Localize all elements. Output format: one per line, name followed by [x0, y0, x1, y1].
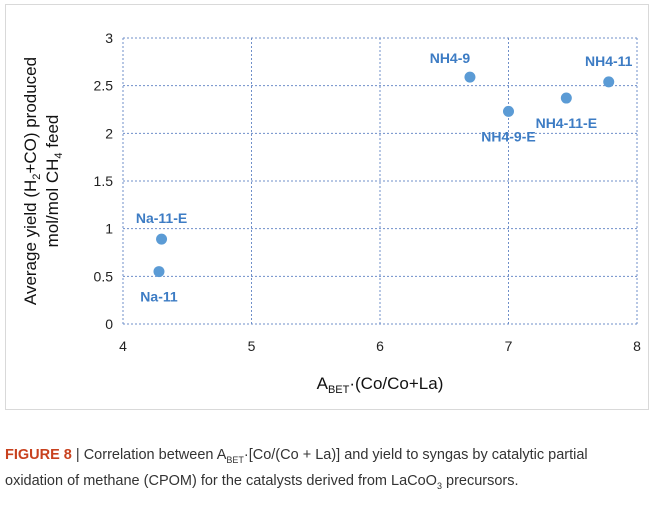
- x-tick-label: 6: [376, 338, 384, 354]
- y-tick-label: 2: [105, 125, 113, 141]
- caption-text-3: precursors.: [441, 472, 519, 489]
- caption-sub-1: BET: [226, 454, 244, 465]
- x-axis-title: ABET·(Co/Co+La): [317, 374, 444, 396]
- y-axis-title-line1: Average yield (H2+CO) produced: [21, 57, 43, 305]
- data-label: NH4-11: [585, 53, 633, 69]
- figure-frame: 0 0.5 1 1.5 2 2.5 3 4 5 6 7 8 Na-11-E Na-11 NH4-9 NH4-…: [5, 4, 649, 410]
- data-label: Na-11-E: [136, 210, 187, 226]
- scatter-chart: 0 0.5 1 1.5 2 2.5 3 4 5 6 7 8 Na-11-E Na-11 NH4-9 NH4-…: [21, 30, 642, 396]
- figure-label: FIGURE 8: [5, 447, 72, 463]
- data-point: [503, 105, 514, 117]
- data-point: [560, 92, 572, 104]
- axis-ticks: 0 0.5 1 1.5 2 2.5 3 4 5 6 7 8: [94, 30, 642, 354]
- grid-lines: [122, 37, 638, 325]
- y-tick-label: 2.5: [94, 78, 114, 94]
- data-label: NH4-9: [430, 50, 471, 66]
- data-point: [153, 266, 165, 278]
- y-tick-label: 1: [105, 221, 113, 237]
- data-point: [603, 76, 615, 88]
- figure-caption: FIGURE 8 | Correlation between ABET·[Co/…: [5, 445, 645, 497]
- y-tick-label: 1.5: [94, 173, 114, 189]
- y-tick-label: 0.5: [94, 268, 114, 284]
- data-label: Na-11: [140, 289, 178, 305]
- x-tick-label: 7: [505, 338, 513, 354]
- x-tick-label: 4: [119, 338, 127, 354]
- data-point: [464, 71, 476, 83]
- y-tick-label: 0: [105, 316, 113, 332]
- x-tick-label: 5: [248, 338, 256, 354]
- data-label: NH4-9-E: [481, 128, 535, 144]
- data-point: [156, 233, 168, 245]
- y-axis-title-line2: mol/mol CH4 feed: [43, 115, 65, 248]
- caption-text-2: ·[Co/(Co + La)] and yield to syngas by c…: [5, 447, 588, 489]
- y-tick-label: 3: [105, 30, 113, 46]
- data-points: [153, 71, 615, 278]
- x-tick-label: 8: [633, 338, 641, 354]
- caption-sub-2: 3: [436, 480, 442, 491]
- data-label: NH4-11-E: [536, 115, 597, 131]
- caption-text-1: | Correlation between A: [71, 447, 227, 463]
